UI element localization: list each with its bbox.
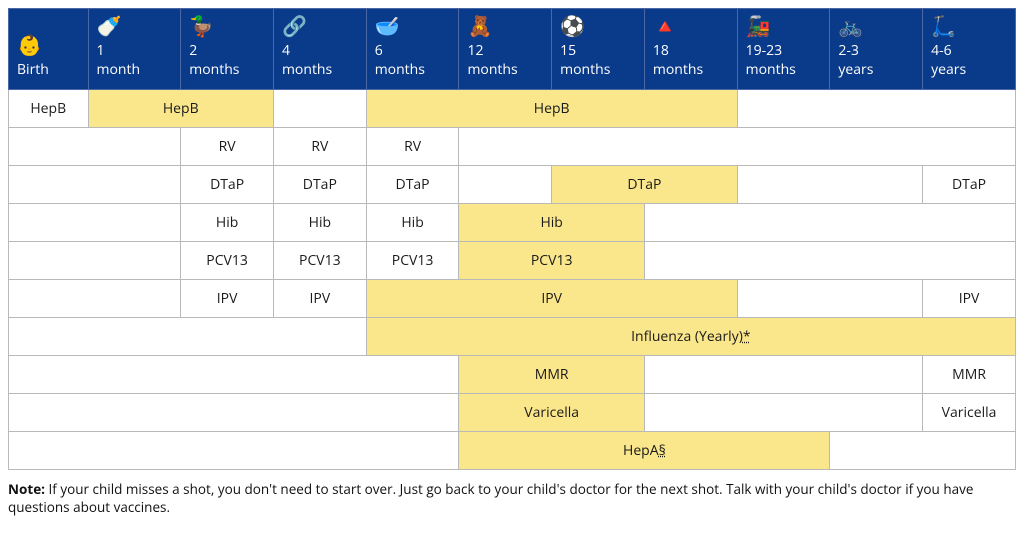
ipv-cell: IPV bbox=[273, 280, 366, 318]
table-row: HepA§ bbox=[9, 432, 1016, 470]
col-header-label: Birth bbox=[17, 60, 49, 79]
bicycle-icon: 🚲 bbox=[838, 15, 914, 37]
train-icon: 🚂 bbox=[746, 15, 822, 37]
table-row: PCV13PCV13PCV13PCV13 bbox=[9, 242, 1016, 280]
table-row: HibHibHibHib bbox=[9, 204, 1016, 242]
hib-cell: Hib bbox=[366, 204, 459, 242]
col-header-5: 🧸 12months bbox=[459, 9, 552, 90]
col-header-0: 👶 Birth bbox=[9, 9, 89, 90]
ipv-cell bbox=[737, 280, 922, 318]
influenza-cell bbox=[9, 318, 367, 356]
varicella-cell bbox=[644, 394, 922, 432]
ipv-cell: IPV bbox=[181, 280, 274, 318]
footnote-marker: § bbox=[659, 441, 666, 460]
col-header-2: 🦆 2months bbox=[181, 9, 274, 90]
dtap-cell: DTaP bbox=[366, 166, 459, 204]
rv-cell: RV bbox=[366, 128, 459, 166]
col-header-label: 15months bbox=[560, 41, 610, 79]
immunization-schedule-table: 👶 Birth 🍼 1month 🦆 2months 🔗 4months 🥣 6months 🧸 12… bbox=[8, 8, 1016, 470]
dtap-cell: DTaP bbox=[923, 166, 1016, 204]
pcv13-cell: PCV13 bbox=[273, 242, 366, 280]
varicella-cell: Varicella bbox=[923, 394, 1016, 432]
table-row: HepBHepBHepB bbox=[9, 90, 1016, 128]
stacking-toy-icon: 🔺 bbox=[653, 15, 729, 37]
mmr-cell: MMR bbox=[923, 356, 1016, 394]
col-header-label: 18months bbox=[653, 41, 703, 79]
pcv13-cell: PCV13 bbox=[366, 242, 459, 280]
hepa-cell bbox=[830, 432, 1016, 470]
rv-cell bbox=[9, 128, 181, 166]
pcv13-cell bbox=[9, 242, 181, 280]
col-header-label: 4months bbox=[282, 41, 332, 79]
col-header-label: 2months bbox=[189, 41, 239, 79]
varicella-cell: Varicella bbox=[459, 394, 644, 432]
scooter-icon: 🛴 bbox=[931, 15, 1007, 37]
ipv-cell: IPV bbox=[923, 280, 1016, 318]
header-row: 👶 Birth 🍼 1month 🦆 2months 🔗 4months 🥣 6months 🧸 12… bbox=[9, 9, 1016, 90]
bib-icon: 🥣 bbox=[375, 15, 451, 37]
col-header-label: 2-3years bbox=[838, 41, 873, 79]
ball-icon: ⚽ bbox=[560, 15, 636, 37]
col-header-label: 19-23months bbox=[746, 41, 796, 79]
hepb-cell bbox=[737, 90, 1015, 128]
table-row: Varicella Varicella bbox=[9, 394, 1016, 432]
hepb-cell: HepB bbox=[9, 90, 89, 128]
pcv13-cell: PCV13 bbox=[181, 242, 274, 280]
col-header-1: 🍼 1month bbox=[88, 9, 181, 90]
ipv-cell bbox=[9, 280, 181, 318]
dtap-cell: DTaP bbox=[552, 166, 737, 204]
col-header-8: 🚂 19-23months bbox=[737, 9, 830, 90]
table-row: DTaPDTaPDTaPDTaPDTaP bbox=[9, 166, 1016, 204]
mmr-cell bbox=[9, 356, 459, 394]
hepa-cell bbox=[9, 432, 459, 470]
table-row: IPVIPVIPVIPV bbox=[9, 280, 1016, 318]
note-text: If your child misses a shot, you don't n… bbox=[8, 480, 973, 516]
hepb-cell bbox=[273, 90, 366, 128]
col-header-label: 4-6years bbox=[931, 41, 966, 79]
dtap-cell: DTaP bbox=[273, 166, 366, 204]
col-header-3: 🔗 4months bbox=[273, 9, 366, 90]
rv-cell: RV bbox=[273, 128, 366, 166]
col-header-9: 🚲 2-3years bbox=[830, 9, 923, 90]
hepb-cell: HepB bbox=[366, 90, 737, 128]
footnote: Note: If your child misses a shot, you d… bbox=[8, 480, 1016, 516]
pcv13-cell: PCV13 bbox=[459, 242, 644, 280]
bottle-rattle-icon: 🍼 bbox=[97, 15, 173, 37]
rv-cell: RV bbox=[181, 128, 274, 166]
influenza-cell: Influenza (Yearly)* bbox=[366, 318, 1015, 356]
table-row: MMR MMR bbox=[9, 356, 1016, 394]
duck-icon: 🦆 bbox=[189, 15, 265, 37]
col-header-6: ⚽ 15months bbox=[552, 9, 645, 90]
dtap-cell bbox=[737, 166, 922, 204]
dtap-cell: DTaP bbox=[181, 166, 274, 204]
col-header-label: 6months bbox=[375, 41, 425, 79]
table-row: RVRVRV bbox=[9, 128, 1016, 166]
hepa-cell: HepA§ bbox=[459, 432, 830, 470]
mmr-cell: MMR bbox=[459, 356, 644, 394]
rings-icon: 🔗 bbox=[282, 15, 358, 37]
col-header-10: 🛴 4-6years bbox=[923, 9, 1016, 90]
dtap-cell bbox=[9, 166, 181, 204]
hepb-cell: HepB bbox=[88, 90, 273, 128]
col-header-label: 12months bbox=[467, 41, 517, 79]
rv-cell bbox=[459, 128, 1016, 166]
varicella-cell bbox=[9, 394, 459, 432]
col-header-label: 1month bbox=[97, 41, 141, 79]
baby-icon: 👶 bbox=[17, 34, 80, 56]
dtap-cell bbox=[459, 166, 552, 204]
hib-cell bbox=[644, 204, 1015, 242]
ipv-cell: IPV bbox=[366, 280, 737, 318]
col-header-7: 🔺 18months bbox=[644, 9, 737, 90]
footnote-marker: * bbox=[743, 327, 751, 346]
col-header-4: 🥣 6months bbox=[366, 9, 459, 90]
teddy-icon: 🧸 bbox=[467, 15, 543, 37]
pcv13-cell bbox=[644, 242, 1015, 280]
mmr-cell bbox=[644, 356, 922, 394]
hib-cell: Hib bbox=[459, 204, 644, 242]
hib-cell: Hib bbox=[181, 204, 274, 242]
hib-cell bbox=[9, 204, 181, 242]
hib-cell: Hib bbox=[273, 204, 366, 242]
table-row: Influenza (Yearly)* bbox=[9, 318, 1016, 356]
note-label: Note: bbox=[8, 480, 45, 498]
